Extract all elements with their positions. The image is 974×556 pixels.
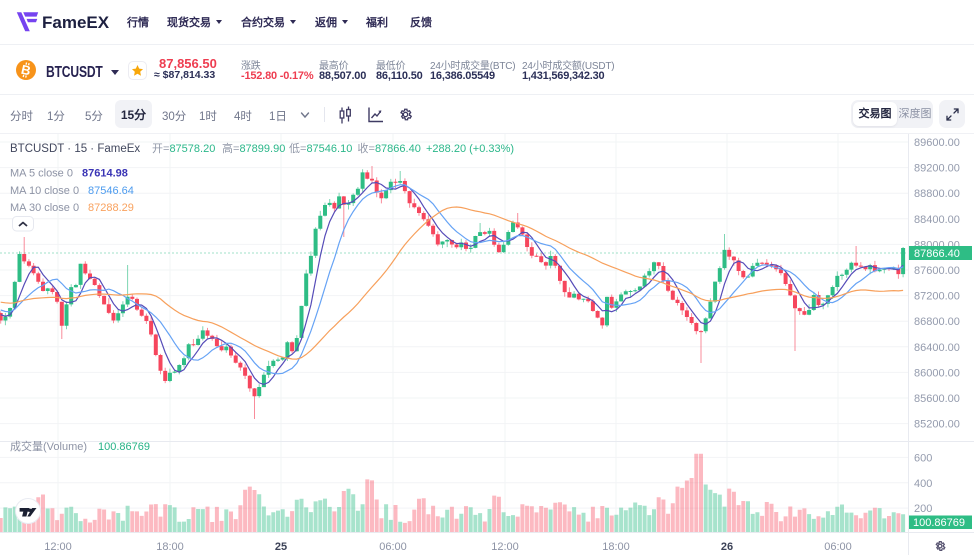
svg-text:86800.00: 86800.00 <box>914 316 960 328</box>
svg-text:收=87866.40: 收=87866.40 <box>358 141 421 155</box>
svg-text:开=87578.20: 开=87578.20 <box>152 143 215 155</box>
svg-text:86000.00: 86000.00 <box>914 367 960 379</box>
svg-text:87600.00: 87600.00 <box>914 265 960 277</box>
svg-text:18:00: 18:00 <box>156 541 184 553</box>
svg-text:85600.00: 85600.00 <box>914 393 960 405</box>
svg-text:BTCUSDT · 15 · FameEx: BTCUSDT · 15 · FameEx <box>10 143 140 155</box>
svg-text:86400.00: 86400.00 <box>914 342 960 354</box>
svg-text:87866.40: 87866.40 <box>914 248 960 260</box>
svg-text:89600.00: 89600.00 <box>914 137 960 149</box>
svg-text:MA 5 close 0: MA 5 close 0 <box>10 168 73 180</box>
svg-text:87200.00: 87200.00 <box>914 291 960 303</box>
svg-text:100.86769: 100.86769 <box>913 517 965 529</box>
svg-text:100.86769: 100.86769 <box>98 441 150 453</box>
svg-text:400: 400 <box>914 478 932 490</box>
svg-text:B: B <box>20 62 33 79</box>
svg-text:18:00: 18:00 <box>602 541 630 553</box>
svg-text:25: 25 <box>275 541 287 553</box>
svg-text:MA 30 close 0: MA 30 close 0 <box>10 202 79 214</box>
svg-text:06:00: 06:00 <box>824 541 852 553</box>
svg-text:85200.00: 85200.00 <box>914 419 960 431</box>
svg-text:低=87546.10: 低=87546.10 <box>289 142 352 155</box>
svg-text:89200.00: 89200.00 <box>914 163 960 175</box>
svg-text:成交量(Volume): 成交量(Volume) <box>10 439 87 453</box>
svg-text:+288.20 (+0.33%): +288.20 (+0.33%) <box>426 143 514 155</box>
svg-text:06:00: 06:00 <box>379 541 407 553</box>
svg-text:600: 600 <box>914 452 932 464</box>
svg-text:88800.00: 88800.00 <box>914 188 960 200</box>
svg-text:88400.00: 88400.00 <box>914 214 960 226</box>
svg-text:26: 26 <box>721 541 733 553</box>
svg-text:87288.29: 87288.29 <box>88 202 134 214</box>
svg-text:200: 200 <box>914 503 932 515</box>
svg-text:MA 10 close 0: MA 10 close 0 <box>10 185 79 197</box>
svg-text:12:00: 12:00 <box>491 541 519 553</box>
svg-text:87614.98: 87614.98 <box>82 168 128 180</box>
svg-text:12:00: 12:00 <box>44 541 72 553</box>
svg-text:高=87899.90: 高=87899.90 <box>222 141 285 155</box>
svg-text:87546.64: 87546.64 <box>88 185 134 197</box>
